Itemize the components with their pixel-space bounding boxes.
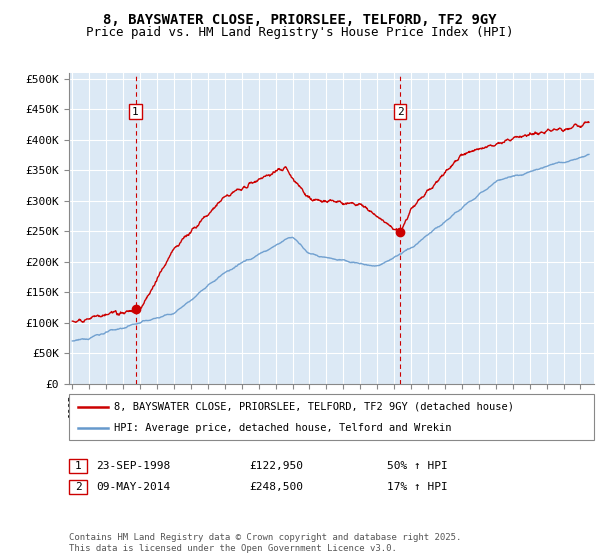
Text: 09-MAY-2014: 09-MAY-2014: [96, 482, 170, 492]
Text: 2: 2: [397, 106, 404, 116]
Text: Price paid vs. HM Land Registry's House Price Index (HPI): Price paid vs. HM Land Registry's House …: [86, 26, 514, 39]
Text: 17% ↑ HPI: 17% ↑ HPI: [387, 482, 448, 492]
Text: Contains HM Land Registry data © Crown copyright and database right 2025.
This d: Contains HM Land Registry data © Crown c…: [69, 533, 461, 553]
Text: HPI: Average price, detached house, Telford and Wrekin: HPI: Average price, detached house, Telf…: [114, 423, 452, 433]
Text: 8, BAYSWATER CLOSE, PRIORSLEE, TELFORD, TF2 9GY (detached house): 8, BAYSWATER CLOSE, PRIORSLEE, TELFORD, …: [114, 402, 514, 412]
Text: 8, BAYSWATER CLOSE, PRIORSLEE, TELFORD, TF2 9GY: 8, BAYSWATER CLOSE, PRIORSLEE, TELFORD, …: [103, 13, 497, 27]
Text: 23-SEP-1998: 23-SEP-1998: [96, 461, 170, 471]
Text: 1: 1: [74, 461, 82, 471]
Text: £248,500: £248,500: [249, 482, 303, 492]
Text: £122,950: £122,950: [249, 461, 303, 471]
Text: 1: 1: [132, 106, 139, 116]
Text: 2: 2: [74, 482, 82, 492]
Text: 50% ↑ HPI: 50% ↑ HPI: [387, 461, 448, 471]
